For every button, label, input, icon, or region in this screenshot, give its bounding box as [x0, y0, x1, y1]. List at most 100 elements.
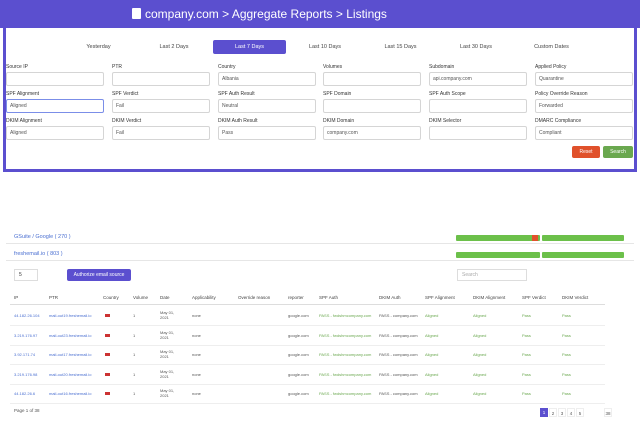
table-cell: Pass: [562, 313, 571, 318]
table-cell: Pass: [562, 371, 571, 377]
table-cell: PASS - company.com: [379, 332, 418, 338]
reset-button[interactable]: Reset: [572, 146, 600, 158]
filter-label: DKIM Auth Result: [218, 118, 258, 124]
table-cell: 3.92.171.74: [14, 352, 36, 357]
filter-value: Forwarded: [539, 103, 563, 109]
column-header[interactable]: DKIM Alignment: [473, 295, 506, 300]
filter-value: company.com: [327, 130, 358, 136]
filter-label: DMARC Compliance: [535, 118, 582, 124]
filter-input[interactable]: [6, 99, 104, 113]
table-cell: PASS - fwdshmcompany.com: [319, 391, 372, 396]
filter-label: DKIM Verdict: [112, 118, 142, 124]
table-cell: PASS - company.com: [379, 391, 418, 396]
filter-input[interactable]: [218, 72, 316, 86]
filter-input[interactable]: [429, 72, 527, 86]
table-cell: PASS - fwdshmcompany.com: [319, 313, 372, 318]
row-border: [10, 364, 605, 365]
table-cell: Pass: [522, 332, 531, 338]
filter-label: Country: [218, 64, 236, 70]
table-cell: 1: [133, 352, 136, 357]
filter-input[interactable]: [323, 99, 421, 113]
page-button[interactable]: 38: [604, 408, 612, 417]
date-tab[interactable]: Last 15 Days: [384, 44, 417, 50]
table-search[interactable]: Search: [457, 269, 527, 281]
date-tab[interactable]: Last 10 Days: [308, 44, 342, 50]
table-cell: none: [192, 313, 201, 318]
column-header[interactable]: Applicability: [192, 295, 216, 300]
filter-value: Albania: [222, 76, 239, 82]
filter-input[interactable]: [218, 126, 316, 140]
table-cell: Aligned: [425, 371, 439, 377]
table-cell: May 01, 2021: [160, 349, 175, 359]
table-cell: mail-out17.freshemail.io: [49, 352, 92, 357]
group-toggle[interactable]: GSuite / Google ( 270 ): [14, 234, 71, 240]
column-header[interactable]: IP: [14, 295, 19, 300]
table-cell: Aligned: [425, 391, 439, 396]
filter-value: Compliant: [539, 130, 562, 136]
filter-input[interactable]: [535, 72, 633, 86]
filter-value: Fail: [116, 130, 125, 136]
table-cell: Aligned: [425, 352, 439, 357]
table-cell: Aligned: [473, 391, 487, 396]
filter-label: PTR: [112, 64, 122, 70]
country-flag: [105, 314, 110, 317]
filter-input[interactable]: [112, 72, 210, 86]
page-button[interactable]: 1: [540, 408, 548, 417]
column-header[interactable]: PTR: [49, 295, 58, 300]
column-header[interactable]: Date: [160, 295, 170, 300]
date-tab[interactable]: Last 7 Days: [213, 40, 286, 54]
column-header[interactable]: SPF Verdict: [522, 295, 546, 300]
table-cell: 1: [133, 371, 136, 377]
table-cell: PASS - fwdshmcompany.com: [319, 371, 372, 377]
filter-input[interactable]: [112, 99, 210, 113]
filter-input[interactable]: [218, 99, 316, 113]
column-header[interactable]: Country: [103, 295, 119, 300]
filter-input[interactable]: [6, 72, 104, 86]
table-cell: 44.182.26.104: [14, 313, 40, 318]
filter-input[interactable]: [535, 126, 633, 140]
table-cell: May 01, 2021: [160, 329, 175, 340]
filter-label: Source IP: [6, 64, 28, 70]
date-tab[interactable]: Last 2 Days: [159, 44, 189, 50]
table-header-border: [10, 304, 605, 305]
table-cell: Aligned: [473, 352, 487, 357]
filter-input[interactable]: [6, 126, 104, 140]
filter-input[interactable]: [323, 72, 421, 86]
column-header[interactable]: DKIM Auth: [379, 295, 401, 300]
table-cell: 3.219.176.97: [14, 332, 38, 338]
column-header[interactable]: SPF Auth: [319, 295, 339, 300]
header-icon: [132, 8, 141, 19]
authorize-button[interactable]: Authorize email source: [67, 269, 131, 281]
group-bar: [542, 235, 624, 241]
filter-input[interactable]: [112, 126, 210, 140]
column-header[interactable]: SPF Alignment: [425, 295, 455, 300]
table-cell: Aligned: [473, 371, 487, 377]
filter-label: Policy Override Reason: [535, 91, 588, 97]
column-header[interactable]: Override reason: [238, 295, 271, 300]
table-cell: 1: [133, 332, 136, 338]
table-cell: Aligned: [425, 332, 439, 338]
date-tab[interactable]: Last 30 Days: [459, 44, 493, 50]
page-button[interactable]: 3: [558, 408, 566, 417]
column-header[interactable]: Volume: [133, 295, 149, 300]
table-cell: google.com: [288, 332, 309, 338]
group-toggle[interactable]: freshemail.io ( 803 ): [14, 251, 63, 257]
date-tab[interactable]: Custom Dates: [534, 44, 569, 50]
page-button[interactable]: 4: [567, 408, 575, 417]
filter-input[interactable]: [429, 126, 527, 140]
header-title: company.com > Aggregate Reports > Listin…: [145, 7, 387, 21]
table-cell: mail-out16.freshemail.io: [49, 391, 92, 396]
filter-input[interactable]: [323, 126, 421, 140]
page-size-select[interactable]: 5: [14, 269, 38, 281]
page-button[interactable]: 5: [576, 408, 584, 417]
country-flag: [105, 372, 110, 376]
page-button[interactable]: 2: [549, 408, 557, 417]
filter-input[interactable]: [535, 99, 633, 113]
filter-input[interactable]: [429, 99, 527, 113]
column-header[interactable]: DKIM Verdict: [562, 295, 589, 300]
filter-label: SPF Alignment: [6, 91, 40, 97]
search-button[interactable]: Search: [603, 146, 633, 158]
filter-label: Volumes: [323, 64, 343, 70]
date-tab[interactable]: Yesterday: [86, 44, 111, 50]
column-header[interactable]: reporter: [288, 295, 304, 300]
